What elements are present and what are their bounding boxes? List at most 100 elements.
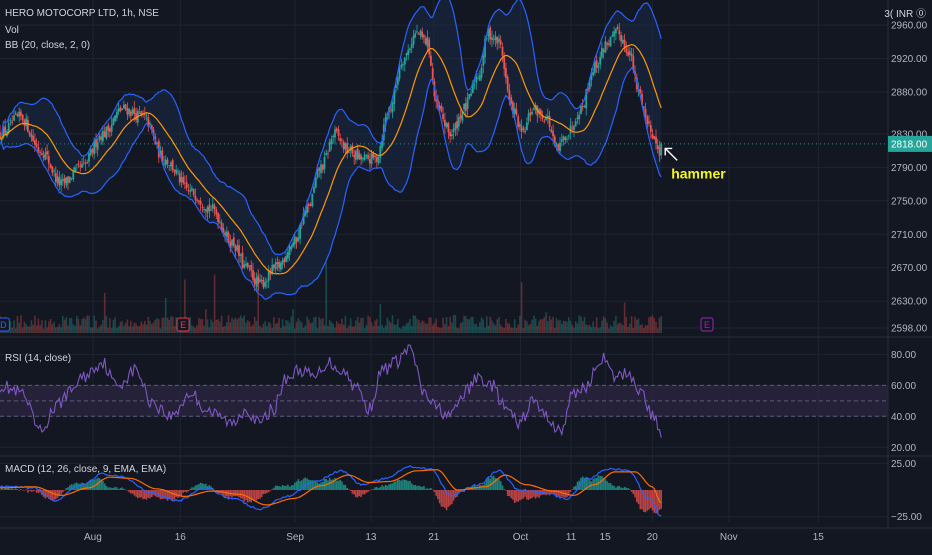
- volume-bar: [592, 321, 594, 333]
- candle-body: [371, 153, 373, 164]
- macd-hist-bar: [17, 489, 19, 490]
- macd-hist-bar: [348, 489, 350, 490]
- candle-body: [214, 206, 216, 210]
- volume-bar: [599, 327, 601, 333]
- candle-body: [86, 162, 88, 163]
- volume-bar: [526, 321, 528, 333]
- candle-body: [339, 138, 341, 141]
- volume-bar: [540, 319, 542, 333]
- candle-body: [285, 256, 287, 262]
- macd-hist-bar: [418, 486, 420, 490]
- candle-body: [526, 122, 528, 130]
- candle-body: [78, 164, 80, 165]
- volume-bar: [364, 328, 366, 333]
- macd-hist-bar: [137, 490, 139, 498]
- volume-bar: [641, 324, 643, 333]
- currency-label[interactable]: 3( INR ⓪: [884, 5, 926, 20]
- volume-bar: [135, 324, 137, 334]
- volume-bar: [221, 316, 223, 333]
- candle-body: [407, 50, 409, 55]
- candle-body: [390, 110, 392, 111]
- candle-body: [240, 255, 242, 256]
- volume-bar: [643, 328, 645, 333]
- candle-body: [617, 27, 619, 29]
- macd-hist-bar: [327, 480, 329, 490]
- volume-bar: [167, 318, 169, 333]
- macd-hist-bar: [52, 490, 54, 500]
- volume-bar: [584, 317, 586, 333]
- macd-hist-bar: [66, 488, 68, 490]
- legend-vol[interactable]: Vol: [5, 24, 19, 37]
- volume-bar: [252, 324, 254, 333]
- macd-hist-bar: [36, 490, 38, 493]
- volume-bar: [332, 324, 334, 333]
- candle-body: [71, 178, 73, 179]
- candle-body: [172, 160, 174, 170]
- volume-bar: [141, 321, 143, 333]
- volume-bar: [580, 317, 582, 334]
- volume-bar: [446, 317, 448, 333]
- macd-hist-bar: [390, 484, 392, 490]
- legend-bb[interactable]: BB (20, close, 2, 0): [5, 39, 90, 52]
- macd-hist-bar: [270, 490, 272, 491]
- volume-bar: [22, 327, 24, 333]
- volume-bar: [165, 298, 167, 333]
- last-price-label: 2818.00: [891, 139, 928, 150]
- legend-symbol[interactable]: HERO MOTOCORP LTD, 1h, NSE: [5, 7, 159, 20]
- candle-body: [76, 164, 78, 165]
- macd-hist-bar: [25, 490, 27, 491]
- candle-body: [453, 129, 455, 132]
- macd-hist-bar: [189, 489, 191, 490]
- macd-hist-bar: [605, 479, 607, 490]
- volume-bar: [481, 317, 483, 333]
- volume-bar: [240, 316, 242, 334]
- volume-bar: [367, 316, 369, 334]
- volume-bar: [392, 315, 394, 333]
- macd-hist-bar: [401, 481, 403, 490]
- volume-bar: [477, 327, 479, 333]
- volume-bar: [64, 320, 66, 333]
- candle-body: [598, 66, 600, 68]
- candle-body: [624, 40, 626, 48]
- candle-body: [266, 281, 268, 282]
- volume-bar: [348, 326, 350, 334]
- volume-bar: [196, 325, 198, 333]
- candle-body: [441, 106, 443, 111]
- volume-bar: [650, 317, 652, 333]
- candle-body: [120, 107, 122, 111]
- volume-bar: [563, 321, 565, 333]
- legend-rsi[interactable]: RSI (14, close): [5, 352, 71, 365]
- candle-body: [250, 265, 252, 271]
- macd-hist-bar: [256, 490, 258, 501]
- candle-body: [202, 207, 204, 208]
- candle-body: [291, 246, 293, 249]
- volume-bar: [97, 329, 99, 333]
- macd-hist-bar: [359, 490, 361, 496]
- candle-body: [146, 115, 148, 116]
- macd-hist-bar: [507, 490, 509, 496]
- volume-bar: [561, 324, 563, 333]
- macd-hist-bar: [186, 490, 188, 492]
- volume-bar: [148, 317, 150, 333]
- candle-body: [449, 132, 451, 136]
- candle-body: [428, 39, 430, 54]
- volume-bar: [603, 316, 605, 333]
- macd-hist-bar: [324, 479, 326, 490]
- volume-bar: [598, 328, 600, 333]
- candle-body: [224, 233, 226, 236]
- macd-hist-bar: [437, 490, 439, 499]
- volume-bar: [142, 324, 144, 333]
- macd-hist-bar: [657, 490, 659, 513]
- volume-bar: [162, 318, 164, 333]
- volume-bar: [235, 318, 237, 333]
- candle-body: [505, 68, 507, 78]
- volume-bar: [516, 328, 518, 333]
- candle-body: [45, 153, 47, 160]
- legend-macd[interactable]: MACD (12, 26, close, 9, EMA, EMA): [5, 463, 166, 476]
- volume-bar: [57, 327, 59, 333]
- macd-hist-bar: [397, 480, 399, 490]
- volume-bar: [139, 326, 141, 333]
- candle-body: [113, 119, 115, 125]
- macd-hist-bar: [387, 486, 389, 490]
- candle-body: [205, 210, 207, 212]
